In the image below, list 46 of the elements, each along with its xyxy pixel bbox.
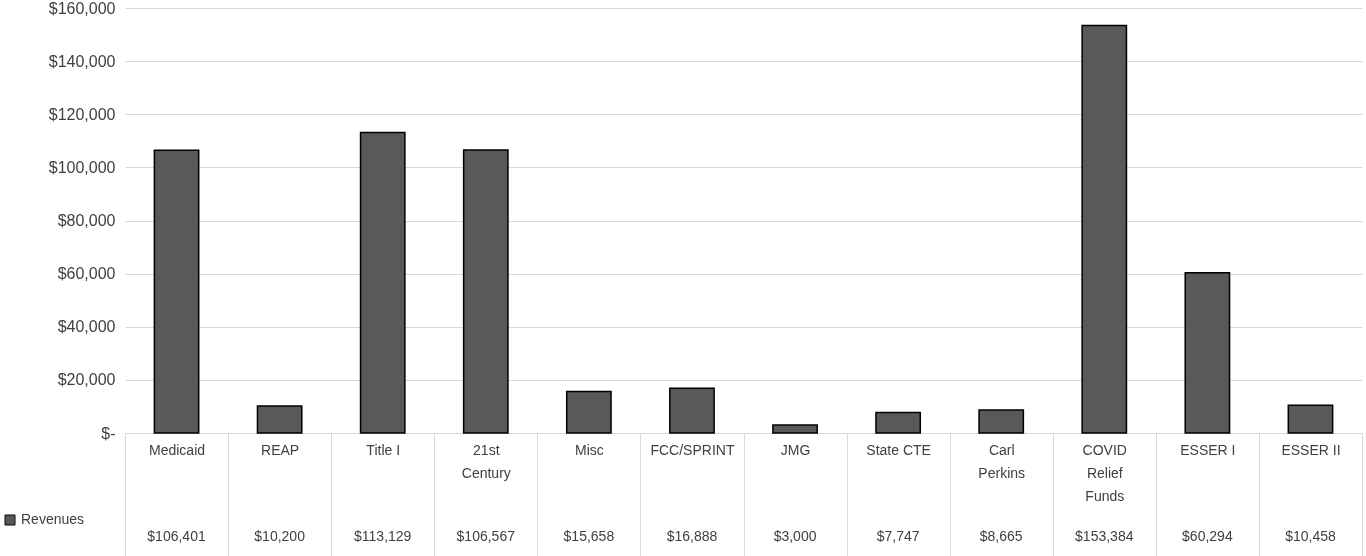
bar [565, 390, 612, 434]
bar [978, 409, 1025, 434]
x-tick-label: Medicaid [149, 441, 206, 458]
data-label: $153,384 [1075, 528, 1134, 544]
bar [359, 131, 406, 434]
data-label: $106,401 [147, 528, 206, 544]
data-label: $113,129 [354, 528, 412, 544]
data-label: $106,567 [456, 528, 516, 544]
bar [875, 411, 922, 434]
y-tick-label: $120,000 [48, 105, 116, 123]
x-tick-label: JMG [780, 441, 811, 458]
data-label: $16,888 [666, 528, 718, 544]
bar [1081, 24, 1128, 434]
legend-label: Revenues [21, 511, 85, 527]
y-tick-label: $40,000 [57, 318, 116, 336]
y-tick-label: $20,000 [57, 371, 116, 389]
bar [1184, 272, 1231, 434]
y-tick-label: $140,000 [48, 52, 116, 70]
x-tick-label: Title I [366, 441, 401, 458]
data-label: $15,658 [563, 528, 615, 544]
bar [153, 149, 200, 434]
y-tick-label: $160,000 [48, 0, 116, 17]
bar [1287, 404, 1334, 434]
y-tick-label: $60,000 [57, 265, 116, 283]
x-tick-label: 21st Century [461, 441, 511, 481]
x-tick-label: COVID Relief Funds [1082, 441, 1127, 504]
data-label: $10,458 [1285, 528, 1336, 544]
data-label: $3,000 [773, 528, 817, 544]
data-label: $10,200 [254, 528, 306, 544]
x-tick-label: REAP [261, 441, 300, 458]
bar [772, 424, 818, 434]
bar [669, 387, 715, 434]
x-tick-label: Carl Perkins [978, 441, 1026, 481]
x-tick-label: ESSER I [1180, 441, 1236, 458]
y-tick-label: $100,000 [48, 158, 116, 176]
y-tick-label: $- [101, 424, 116, 442]
y-tick-label: $80,000 [57, 212, 116, 229]
bar [462, 149, 509, 434]
bar [256, 405, 303, 434]
data-label: $7,747 [876, 528, 920, 544]
x-tick-label: Misc [574, 441, 604, 458]
data-label: $60,294 [1182, 528, 1233, 544]
data-label: $8,665 [979, 528, 1023, 544]
x-tick-label: ESSER II [1281, 441, 1341, 458]
x-tick-label: FCC/SPRINT [650, 441, 735, 458]
x-tick-label: State CTE [866, 441, 931, 458]
